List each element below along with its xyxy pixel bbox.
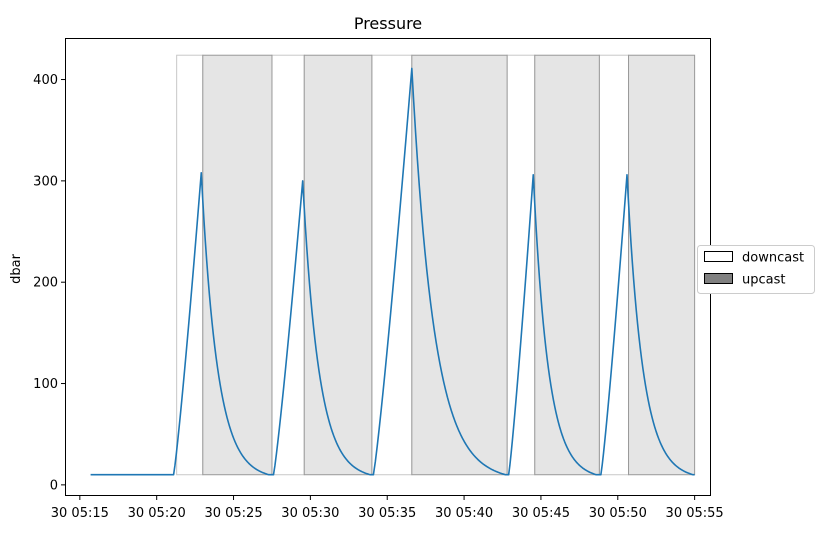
downcast-region-5 bbox=[598, 54, 630, 476]
x-tick-label-6: 30 05:40 bbox=[435, 506, 493, 521]
downcast-region-4 bbox=[506, 54, 536, 476]
x-tick-label-9: 30 05:55 bbox=[666, 506, 724, 521]
y-axis-ticks: 0 100 200 300 400 bbox=[33, 73, 66, 493]
y-tick-label-4: 300 bbox=[33, 174, 58, 189]
pressure-line bbox=[90, 67, 695, 476]
upcast-region-1 bbox=[202, 54, 273, 476]
downcast-region-3 bbox=[371, 54, 413, 476]
x-tick-label-4: 30 05:30 bbox=[281, 506, 339, 521]
x-tick-label-1: 30 05:15 bbox=[51, 506, 109, 521]
y-tick-label-1: 0 bbox=[50, 478, 58, 493]
upcast-region-4 bbox=[534, 54, 600, 476]
x-tick-label-8: 30 05:50 bbox=[589, 506, 647, 521]
x-axis-ticks: 30 05:15 30 05:20 30 05:25 30 05:30 30 05:35… bbox=[51, 495, 724, 521]
y-tick-label-5: 400 bbox=[33, 73, 58, 88]
downcast-region-2 bbox=[271, 54, 305, 476]
cast-regions bbox=[176, 54, 696, 476]
y-axis-label: dbar bbox=[9, 253, 24, 283]
y-tick-label-2: 100 bbox=[33, 377, 58, 392]
x-tick-label-5: 30 05:35 bbox=[358, 506, 416, 521]
legend-label-upcast: upcast bbox=[742, 273, 785, 288]
legend: downcast upcast bbox=[697, 245, 815, 294]
pressure-series bbox=[90, 67, 695, 476]
upcast-region-3 bbox=[411, 54, 508, 476]
y-tick-label-3: 200 bbox=[33, 276, 58, 291]
legend-swatch-downcast bbox=[704, 251, 733, 262]
legend-label-downcast: downcast bbox=[742, 251, 804, 266]
x-tick-label-2: 30 05:20 bbox=[128, 506, 186, 521]
x-tick-label-7: 30 05:45 bbox=[512, 506, 570, 521]
chart-title: Pressure bbox=[354, 14, 422, 33]
upcast-region-5 bbox=[628, 54, 696, 476]
legend-swatch-upcast bbox=[704, 273, 733, 284]
x-tick-label-3: 30 05:25 bbox=[204, 506, 262, 521]
upcast-region-2 bbox=[303, 54, 373, 476]
